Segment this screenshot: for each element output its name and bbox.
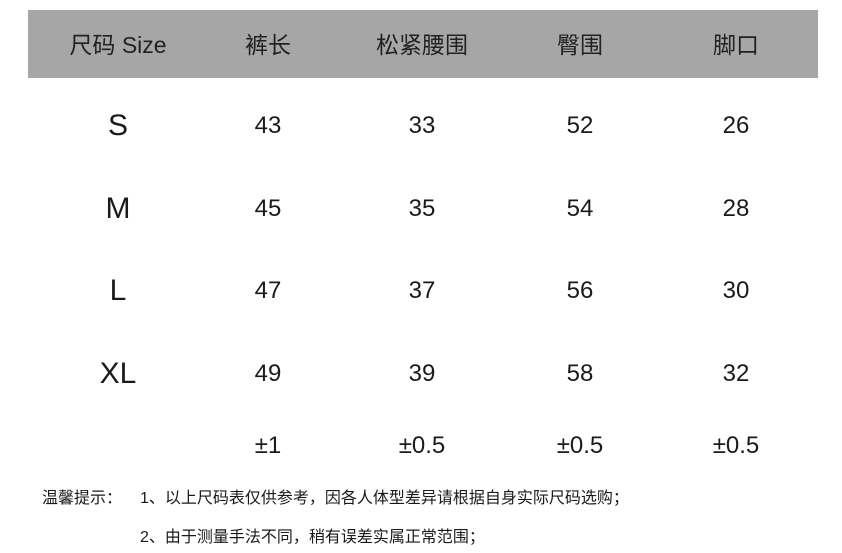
note: 2、由于测量手法不同，稍有误差实属正常范围； <box>140 529 485 546</box>
tolerance: ±1 <box>254 432 282 459</box>
size-label: M <box>105 192 131 225</box>
cell-value: 58 <box>566 360 594 387</box>
column-header: 裤长 <box>245 32 291 58</box>
cell-value: 39 <box>408 360 436 387</box>
column-header: 脚口 <box>713 32 759 58</box>
tolerance: ±0.5 <box>398 432 446 459</box>
tolerance: ±0.5 <box>556 432 604 459</box>
cell-value: 35 <box>408 195 436 222</box>
cell-value: 32 <box>722 360 750 387</box>
cell-value: 33 <box>408 112 436 139</box>
cell-value: 43 <box>254 112 282 139</box>
size-label: S <box>107 109 129 142</box>
notes-label: 温馨提示： <box>42 490 123 507</box>
cell-value: 54 <box>566 195 594 222</box>
cell-value: 47 <box>254 277 282 304</box>
column-header: 尺码 Size <box>69 32 167 58</box>
cell-value: 45 <box>254 195 282 222</box>
cell-value: 26 <box>722 112 750 139</box>
column-header: 松紧腰围 <box>376 32 468 58</box>
cell-value: 28 <box>722 195 750 222</box>
size-label: XL <box>99 357 137 390</box>
cell-value: 30 <box>722 277 750 304</box>
cell-value: 37 <box>408 277 436 304</box>
size-label: L <box>109 274 127 307</box>
tolerance: ±0.5 <box>712 432 760 459</box>
cell-value: 49 <box>254 360 282 387</box>
column-header: 臀围 <box>557 32 603 58</box>
header-bar <box>28 10 818 78</box>
cell-value: 52 <box>566 112 594 139</box>
cell-value: 56 <box>566 277 594 304</box>
note: 1、以上尺码表仅供参考，因各人体型差异请根据自身实际尺码选购； <box>140 490 629 507</box>
